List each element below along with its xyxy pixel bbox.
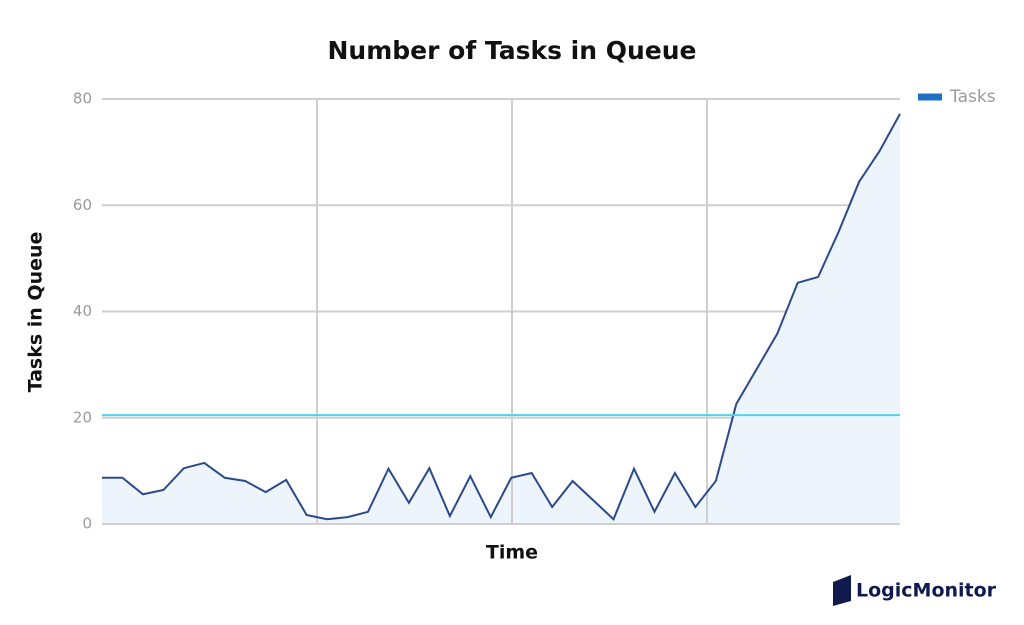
- x-axis-label: Time: [486, 542, 538, 564]
- y-tick-label: 20: [73, 408, 92, 426]
- logo-icon: [833, 575, 851, 606]
- y-axis-label: Tasks in Queue: [25, 232, 47, 393]
- brand: LogicMonitor: [856, 580, 997, 602]
- logo: LogicMonitor: [833, 575, 997, 606]
- y-tick-label: 0: [82, 515, 92, 533]
- area: [102, 113, 900, 524]
- y-tick-label: 60: [73, 196, 92, 214]
- line: [102, 113, 901, 521]
- y-tick-label: 80: [73, 90, 92, 108]
- chart-title: Number of Tasks in Queue: [327, 36, 696, 65]
- legend-label: Tasks: [949, 87, 996, 107]
- vertical-grid: [316, 99, 708, 524]
- y-tick-label: 40: [73, 302, 92, 320]
- legend-swatch: [918, 93, 942, 101]
